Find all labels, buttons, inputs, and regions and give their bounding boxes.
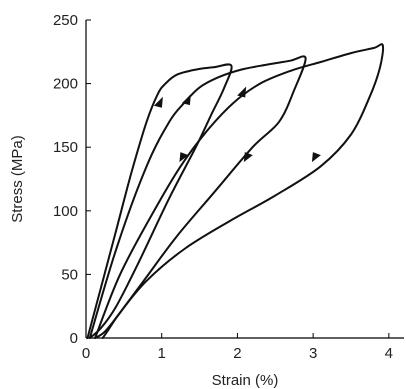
- y-tick-label-50: 50: [61, 266, 78, 283]
- y-axis-title: Stress (MPa): [9, 135, 26, 223]
- y-tick-label-0: 0: [70, 330, 78, 347]
- x-tick-label-3: 3: [309, 345, 317, 362]
- y-tick-label-150: 150: [53, 139, 78, 156]
- arrow-down-5: [243, 152, 253, 163]
- x-tick-label-4: 4: [385, 345, 393, 362]
- tick-labels: 0 1 2 3 4 0 50 100 150 200 250: [53, 12, 393, 362]
- x-tick-label-2: 2: [233, 345, 241, 362]
- y-tick-label-200: 200: [53, 76, 78, 93]
- loop-2: [88, 55, 307, 339]
- y-tick-label-250: 250: [53, 12, 78, 29]
- axes: [85, 20, 404, 339]
- x-tick-label-1: 1: [158, 345, 166, 362]
- x-axis-title: Strain (%): [212, 372, 279, 389]
- y-tick-label-100: 100: [53, 203, 78, 220]
- arrow-down-6: [311, 152, 321, 163]
- hysteresis-loops: [86, 43, 385, 339]
- loop-1: [86, 63, 233, 339]
- arrow-up-1: [153, 96, 163, 108]
- loop-3: [94, 43, 385, 339]
- x-tick-label-0: 0: [82, 345, 90, 362]
- arrow-up-2: [181, 94, 191, 106]
- arrow-down-4: [179, 152, 189, 163]
- arrow-up-3: [237, 86, 247, 98]
- direction-arrows: [153, 86, 321, 163]
- tick-marks: [85, 19, 390, 339]
